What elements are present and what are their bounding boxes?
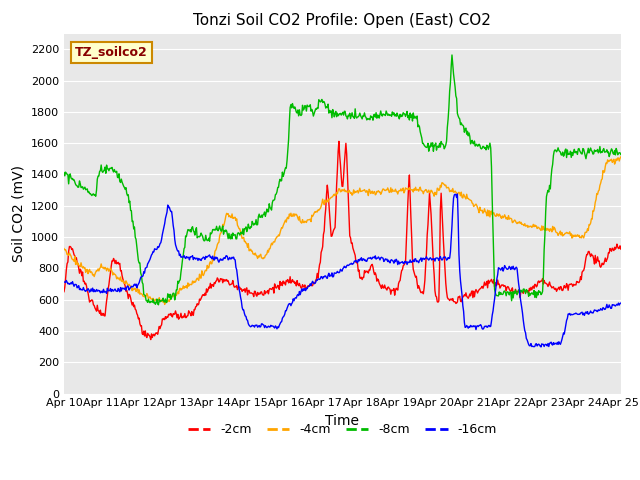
Y-axis label: Soil CO2 (mV): Soil CO2 (mV): [12, 165, 26, 262]
Text: TZ_soilco2: TZ_soilco2: [75, 46, 148, 59]
X-axis label: Time: Time: [325, 414, 360, 428]
Title: Tonzi Soil CO2 Profile: Open (East) CO2: Tonzi Soil CO2 Profile: Open (East) CO2: [193, 13, 492, 28]
Legend: -2cm, -4cm, -8cm, -16cm: -2cm, -4cm, -8cm, -16cm: [183, 419, 502, 441]
